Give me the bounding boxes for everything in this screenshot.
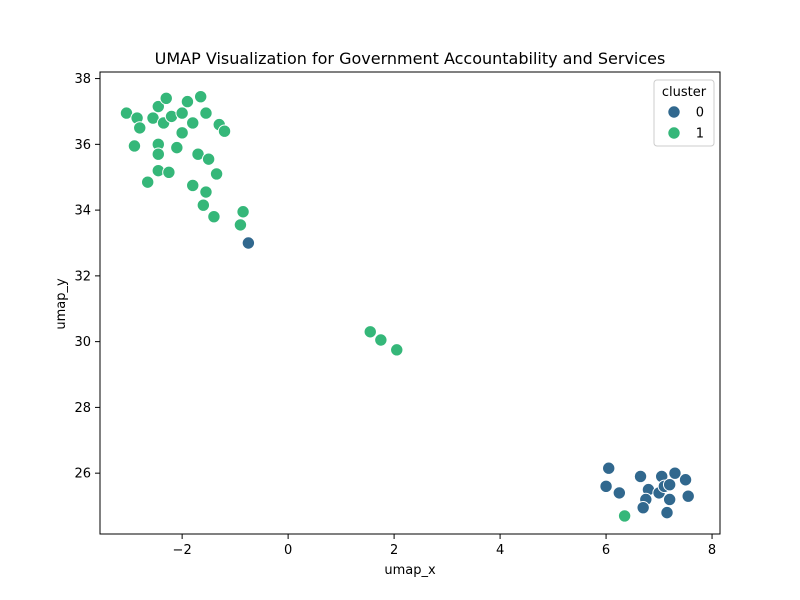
data-point — [633, 469, 648, 484]
data-point — [681, 489, 695, 503]
x-tick-label: 6 — [602, 543, 610, 558]
data-point — [151, 99, 165, 114]
data-point — [186, 178, 200, 193]
data-point — [241, 236, 256, 250]
data-point — [599, 479, 613, 494]
data-point — [662, 477, 677, 492]
data-point — [159, 91, 173, 106]
data-point — [217, 124, 232, 138]
data-point — [390, 343, 404, 357]
data-point — [201, 152, 216, 166]
data-point — [233, 218, 248, 232]
y-tick-label: 28 — [74, 401, 91, 416]
x-axis-label: umap_x — [384, 563, 436, 578]
data-point — [127, 139, 142, 153]
plot-frame — [99, 71, 721, 535]
x-tick-label: −2 — [173, 543, 192, 558]
legend-marker-0 — [667, 105, 681, 119]
data-point — [660, 505, 674, 520]
data-point — [175, 126, 189, 140]
y-tick-label: 26 — [74, 467, 91, 482]
y-axis: 26 28 30 32 34 36 38 — [74, 72, 100, 482]
data-point — [612, 486, 627, 500]
legend-label-0: 0 — [696, 106, 704, 121]
y-axis-label: umap_y — [54, 278, 69, 330]
y-tick-label: 38 — [74, 72, 91, 87]
data-point — [209, 167, 224, 181]
plot-area — [99, 71, 721, 535]
data-point — [636, 500, 650, 515]
y-tick-label: 34 — [74, 204, 91, 219]
data-point — [678, 473, 693, 487]
data-point — [180, 94, 195, 109]
data-point — [140, 175, 155, 189]
legend-title: cluster — [662, 85, 707, 100]
data-point — [133, 121, 147, 135]
series-cluster-1 — [119, 89, 632, 523]
data-point — [162, 165, 176, 179]
x-axis: −2 0 2 4 6 8 — [173, 534, 716, 558]
data-point — [617, 509, 632, 523]
data-point — [186, 116, 200, 130]
data-point — [199, 185, 213, 199]
chart-title: UMAP Visualization for Government Accoun… — [155, 49, 666, 68]
data-point — [170, 140, 184, 155]
legend: cluster 0 1 — [653, 79, 715, 147]
data-point — [374, 333, 388, 347]
x-tick-label: 8 — [708, 543, 716, 558]
data-point — [175, 106, 189, 120]
data-point — [207, 209, 221, 224]
x-tick-label: 2 — [390, 543, 398, 558]
data-point — [236, 205, 250, 219]
y-tick-label: 32 — [74, 269, 91, 284]
data-point — [662, 492, 677, 507]
data-point — [602, 461, 616, 475]
y-tick-label: 36 — [74, 138, 91, 153]
x-tick-label: 4 — [496, 543, 504, 558]
series-cluster-0 — [241, 236, 695, 520]
legend-marker-1 — [667, 126, 681, 140]
data-point — [363, 325, 377, 339]
legend-label-1: 1 — [696, 127, 704, 142]
data-point — [151, 147, 165, 161]
data-point — [196, 198, 211, 212]
y-tick-label: 30 — [74, 335, 91, 350]
data-point — [668, 466, 682, 480]
data-point — [193, 89, 208, 104]
data-point — [199, 106, 213, 120]
x-tick-label: 0 — [284, 543, 292, 558]
